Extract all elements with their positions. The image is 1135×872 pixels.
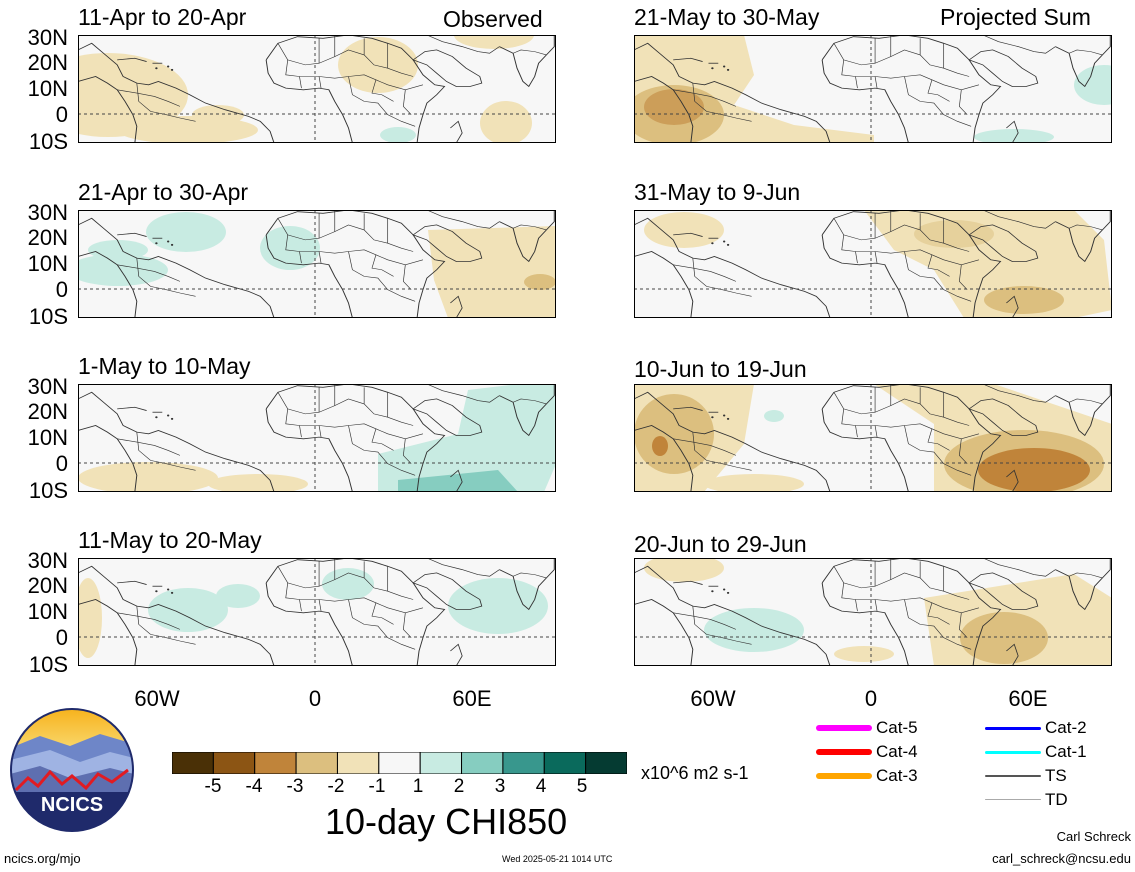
lon-label-right: 60W [690,686,736,711]
panel-title-right-2: 31-May to 9-Jun [634,179,801,205]
map-panel-right-2 [634,210,1112,318]
legend-label-cat4: Cat-4 [876,742,918,761]
colorbar-swatch [336,752,380,774]
lat-label: 10S [28,304,68,329]
colorbar-swatch [585,752,627,774]
colorbar-swatch [543,752,587,774]
colorbar-tick: 4 [535,776,547,797]
legend-label-td: TD [1045,790,1068,809]
lat-label: 10S [28,129,68,154]
lat-label: 0 [55,277,68,302]
colorbar-tick: 1 [412,776,424,797]
map-panel-left-1 [78,35,556,143]
lon-label-left: 60E [452,686,492,711]
lat-label: 20N [27,399,68,424]
lat-label: 20N [27,50,68,75]
lat-label: 0 [55,451,68,476]
lon-label-right: 0 [864,686,878,711]
panel-title-left-2: 21-Apr to 30-Apr [78,179,249,205]
legend-line-td [985,799,1041,800]
legend-label-cat5: Cat-5 [876,718,918,737]
legend-line-cat5 [816,725,872,731]
lat-label: 10N [27,251,68,276]
colorbar-tick: 3 [494,776,506,797]
panel-title-left-3: 1-May to 10-May [78,353,251,379]
colorbar [172,752,627,774]
legend-label-ts: TS [1045,766,1067,785]
colorbar-swatch [378,752,421,774]
legend-line-cat1 [985,751,1041,754]
map-panel-left-3 [78,384,556,492]
lat-label: 10N [27,425,68,450]
map-panel-right-4 [634,558,1112,666]
observed-label: Observed [443,6,543,32]
colorbar-tick: 2 [453,776,465,797]
colorbar-swatch [461,752,504,774]
panel-title-right-1: 21-May to 30-May [634,4,820,30]
projected-sum-label: Projected Sum [940,4,1091,30]
logo-text: NCICS [41,794,103,816]
colorbar-swatch [295,752,338,774]
colorbar-units: x10^6 m2 s-1 [641,763,749,783]
author: Carl Schreck [1056,829,1131,844]
timestamp: Wed 2025-05-21 1014 UTC [502,854,613,864]
map-panel-left-2 [78,210,556,318]
lat-label: 20N [27,225,68,250]
colorbar-tick: -2 [327,776,345,797]
map-panel-left-4 [78,558,556,666]
lon-label-left: 60W [134,686,180,711]
lon-label-left: 0 [308,686,322,711]
panel-title-right-4: 20-Jun to 29-Jun [634,531,807,557]
colorbar-tick: 5 [576,776,588,797]
lon-label-right: 60E [1008,686,1048,711]
legend-label-cat1: Cat-1 [1045,742,1087,761]
lat-label: 10S [28,652,68,677]
legend-line-cat4 [816,749,872,755]
lat-label: 0 [55,625,68,650]
lat-label: 30N [27,25,68,50]
legend-line-cat2 [985,727,1041,730]
colorbar-title: 10-day CHI850 [325,801,568,842]
email[interactable]: carl_schreck@ncsu.edu [992,851,1131,866]
panel-title-left-4: 11-May to 20-May [78,527,262,553]
panel-title-right-3: 10-Jun to 19-Jun [634,356,807,382]
legend-label-cat3: Cat-3 [876,766,918,785]
colorbar-tick: -5 [204,776,222,797]
lat-label: 0 [55,102,68,127]
lat-label: 20N [27,573,68,598]
colorbar-swatch [172,752,214,774]
colorbar-swatch [254,752,297,774]
lat-label: 30N [27,374,68,399]
map-panel-right-3 [634,384,1112,492]
colorbar-swatch [502,752,545,774]
ncics-logo: NCICS [10,708,134,832]
colorbar-swatch [212,752,256,774]
legend-label-cat2: Cat-2 [1045,718,1087,737]
colorbar-tick: -3 [286,776,304,797]
legend-line-ts [985,775,1041,777]
colorbar-swatch [419,752,463,774]
site-link[interactable]: ncics.org/mjo [4,851,81,866]
legend-line-cat3 [816,773,872,779]
lat-label: 10N [27,599,68,624]
panel-title-left-1: 11-Apr to 20-Apr [78,4,247,30]
lat-label: 30N [27,548,68,573]
colorbar-tick: -1 [368,776,386,797]
lat-label: 10N [27,76,68,101]
lat-label: 30N [27,200,68,225]
colorbar-tick: -4 [245,776,263,797]
map-panel-right-1 [634,35,1112,143]
lat-label: 10S [28,478,68,503]
